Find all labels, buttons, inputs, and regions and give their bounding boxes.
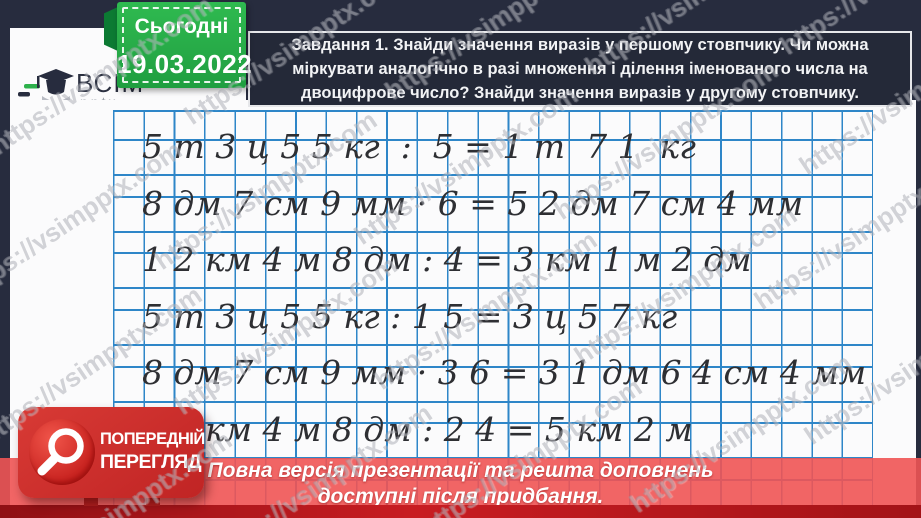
equation-row: 8 дм 7 см 9 мм · 6 = 5 2 дм 7 см 4 мм: [142, 184, 804, 223]
notebook-grid: [113, 110, 873, 506]
date-badge-value: 19.03.2022: [117, 49, 253, 79]
purchase-banner-line1: Повна версія презентації та решта доповн…: [207, 459, 714, 482]
purchase-banner-line2: доступні після придбання.: [317, 485, 604, 508]
badge-ribbon-fold: [104, 6, 120, 52]
date-badge: Сьогодні 19.03.2022: [117, 2, 253, 88]
magnifier-icon: [37, 428, 84, 476]
preview-badge-text: ПОПЕРЕДНІЙ ПЕРЕГЛЯД: [100, 428, 205, 474]
equation-row: 1 2 км 4 м 8 дм : 4 = 3 км 1 м 2 дм: [142, 240, 752, 279]
task-text-line: двоцифрове число? Знайди значення виразі…: [301, 84, 859, 102]
preview-badge: ПОПЕРЕДНІЙ ПЕРЕГЛЯД: [18, 407, 205, 498]
task-header: Завдання 1. Знайди значення виразів у пе…: [248, 31, 912, 107]
preview-badge-line1: ПОПЕРЕДНІЙ: [100, 430, 205, 448]
date-badge-label: Сьогодні: [134, 15, 229, 38]
dashed-border: [122, 7, 241, 83]
task-text-line: міркувати аналогічно в разі множення і д…: [292, 60, 868, 78]
equation-row: 1 2 км 4 м 8 дм : 2 4 = 5 км 2 м: [142, 410, 693, 449]
equation-row: 5 т 3 ц 5 5 кг : 5 = 1 т 7 1 кг: [142, 127, 696, 166]
equation-row: 5 т 3 ц 5 5 кг : 1 5 = 3 ц 5 7 кг: [142, 297, 678, 336]
bottom-red-strip: [0, 505, 921, 518]
badge-tab: [146, 497, 160, 506]
badge-tab: [84, 497, 98, 506]
task-text-line: Завдання 1. Знайди значення виразів у пе…: [291, 36, 869, 54]
preview-badge-line2: ПЕРЕГЛЯД: [100, 451, 202, 473]
equation-row: 8 дм 7 см 9 мм · 3 6 = 3 1 дм 6 4 см 4 м…: [142, 353, 867, 392]
magnifier-circle: [29, 419, 95, 485]
